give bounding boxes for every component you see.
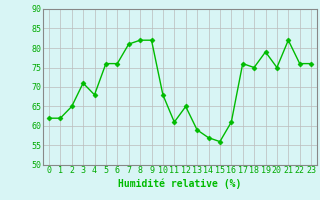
X-axis label: Humidité relative (%): Humidité relative (%) (118, 178, 242, 189)
